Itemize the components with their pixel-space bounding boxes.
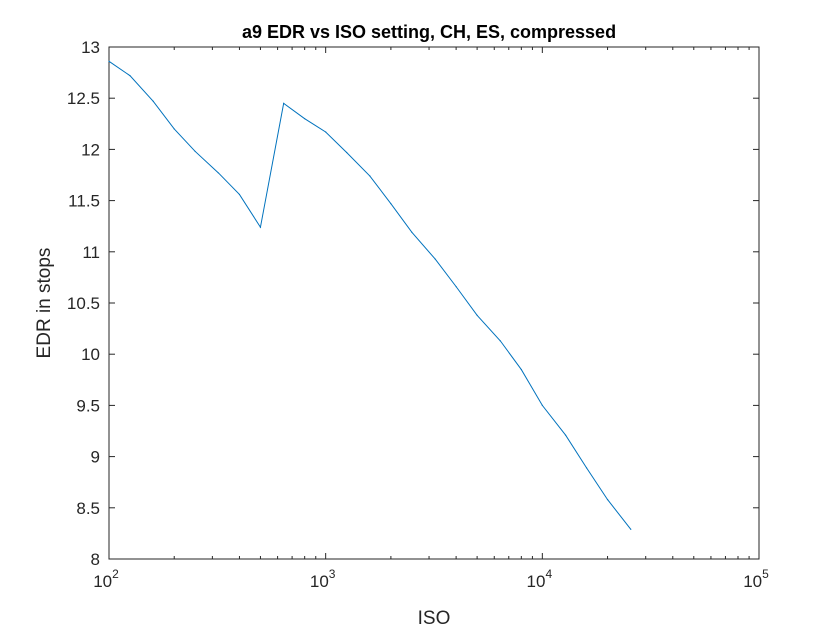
y-axis-ticks: 8 8.5 9 9.5 10 10.5 11 11.5 12 12.5 13: [67, 38, 759, 569]
data-point: [108, 60, 110, 62]
x-tick-label: 105: [743, 567, 769, 591]
y-tick-label: 12: [81, 140, 100, 159]
data-point: [411, 231, 413, 233]
y-tick-label: 8: [91, 550, 100, 569]
data-point: [369, 175, 371, 177]
x-tick-label: 104: [527, 567, 553, 591]
data-point: [194, 150, 196, 153]
data-point: [325, 131, 327, 133]
data-point: [259, 226, 262, 228]
data-point: [606, 499, 609, 501]
y-tick-label: 11.5: [68, 192, 100, 211]
y-tick-label: 9.5: [76, 396, 100, 415]
data-point: [390, 203, 392, 205]
y-tick-label: 12.5: [67, 89, 100, 108]
x-axis-ticks: 102 103 104 105: [93, 47, 769, 591]
data-point: [476, 314, 478, 316]
data-point: [304, 118, 306, 120]
y-tick-label: 11: [82, 243, 100, 262]
data-point: [129, 75, 131, 77]
y-axis-label: EDR in stops: [34, 248, 55, 359]
data-point: [630, 528, 632, 530]
data-point: [346, 151, 348, 154]
data-point: [541, 404, 543, 406]
y-tick-label: 13: [81, 38, 100, 57]
plot-area: [108, 46, 760, 560]
data-point: [455, 286, 457, 288]
data-points: [108, 60, 632, 530]
data-point: [585, 467, 588, 469]
data-point: [173, 128, 175, 130]
data-point: [434, 258, 436, 260]
data-point: [238, 193, 241, 196]
x-tick-label: 103: [310, 567, 336, 591]
chart-title: a9 EDR vs ISO setting, CH, ES, compresse…: [242, 22, 616, 42]
data-point: [564, 434, 567, 436]
y-tick-label: 9: [91, 448, 100, 467]
data-point: [520, 368, 522, 371]
x-tick-label: 102: [93, 567, 119, 591]
y-tick-label: 8.5: [76, 499, 100, 518]
x-axis-label: ISO: [418, 608, 451, 629]
y-tick-label: 10: [81, 345, 100, 364]
y-tick-label: 10.5: [67, 294, 100, 313]
data-point: [217, 172, 220, 174]
data-point: [499, 340, 501, 342]
data-point: [152, 100, 154, 102]
data-point: [283, 102, 285, 104]
